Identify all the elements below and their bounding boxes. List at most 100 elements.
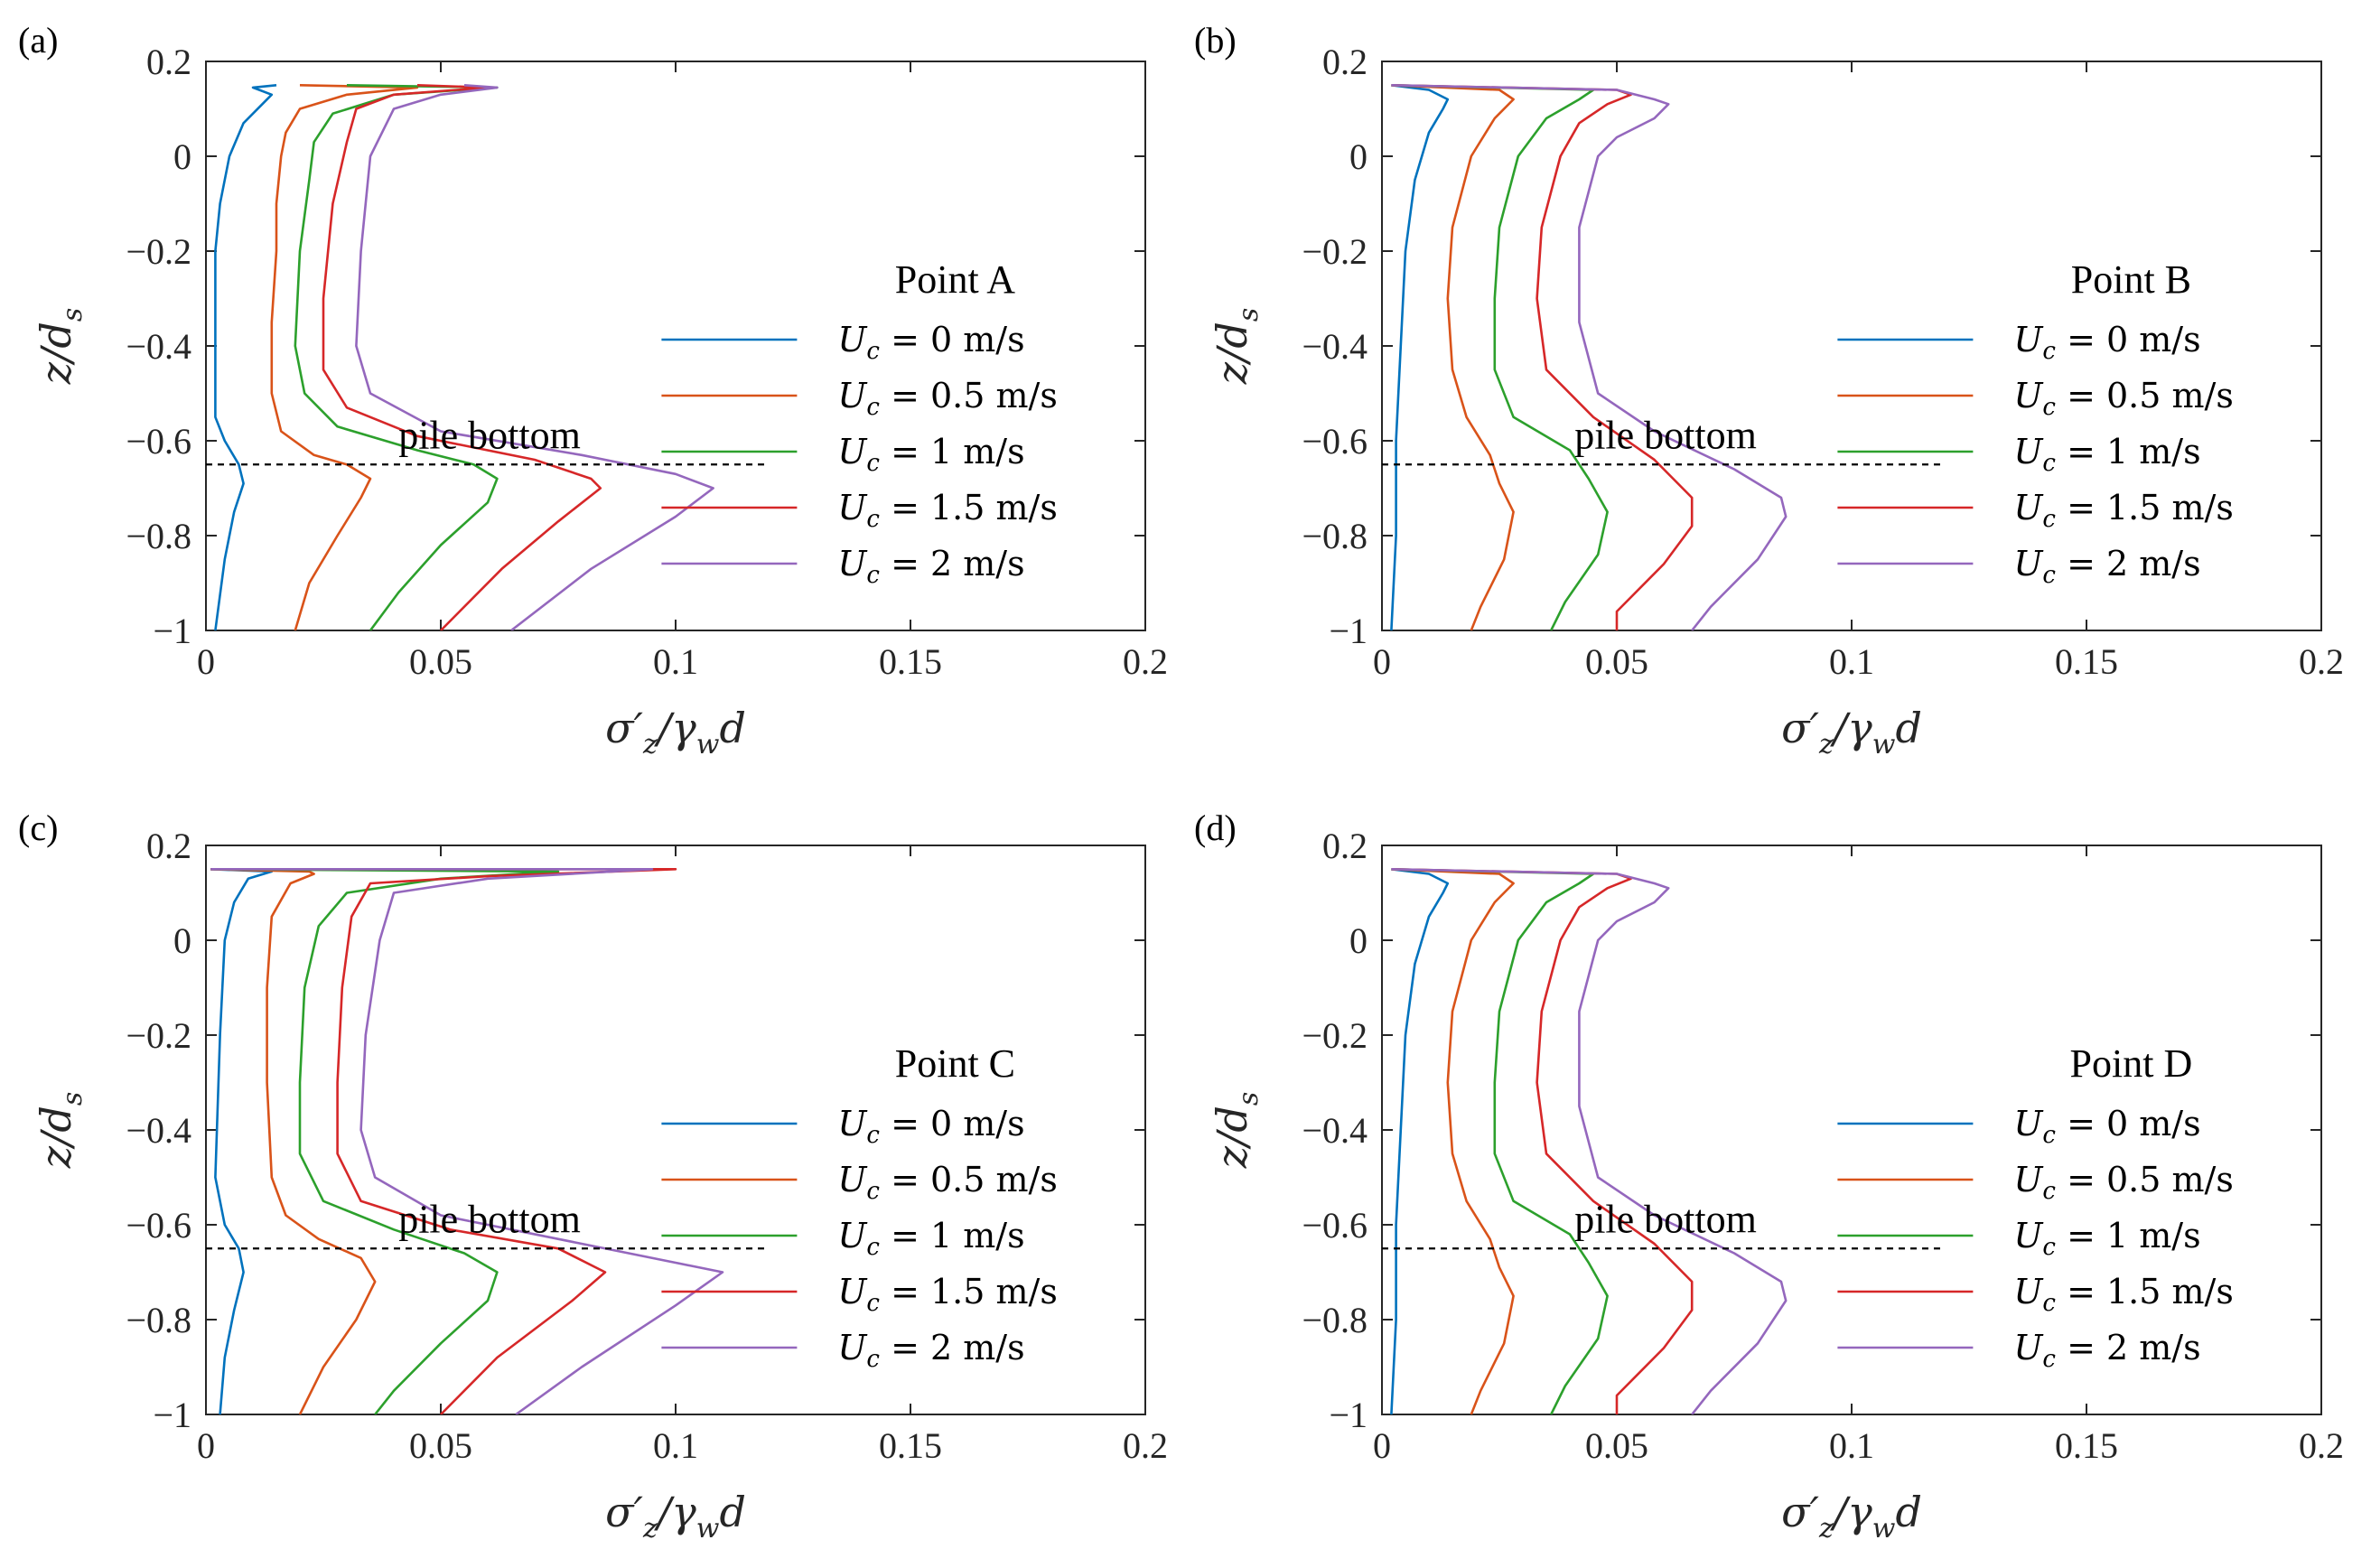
legend-entry-2: Uc = 1 m/s (837, 432, 1024, 477)
legend: Point A Uc = 0 m/s Uc = 0.5 m/s Uc = 1 m/s U… (661, 257, 1058, 589)
y-tick-label: −0.6 (1302, 421, 1368, 462)
legend-entry-2: Uc = 1 m/s (2013, 432, 2200, 477)
series-line-uc-0 (214, 84, 277, 630)
legend-entry-4: Uc = 2 m/s (2013, 544, 2200, 589)
series-line-uc-1 (210, 868, 377, 1414)
y-tick-label: −0.4 (126, 1110, 191, 1151)
x-tick-label: 0 (197, 1425, 215, 1466)
x-tick-label: 0.1 (653, 1425, 698, 1466)
x-tick-label: 0.05 (409, 1425, 472, 1466)
y-tick-label: −0.4 (126, 326, 191, 367)
y-tick-label: −0.4 (1302, 1110, 1368, 1151)
y-tick-label: −0.8 (1302, 516, 1368, 556)
y-tick-label: −0.2 (126, 1015, 191, 1056)
legend-title: Point D (2070, 1041, 2193, 1086)
legend-title: Point A (895, 257, 1015, 302)
legend-entry-3: Uc = 1.5 m/s (2013, 488, 2233, 533)
series-line-uc-0 (1390, 868, 1450, 1414)
x-tick-label: 0 (1373, 1425, 1391, 1466)
subplot-label: (d) (1194, 807, 1237, 848)
panel-d: 0 0.05 0.1 0.15 0.2 −1 −0.8 −0.6 −0.4 −0.2 0 0.2 σ′z… (1194, 807, 2344, 1545)
y-tick-label: 0 (1349, 136, 1368, 177)
pile-bottom-label: pile bottom (1574, 413, 1757, 457)
legend: Point C Uc = 0 m/s Uc = 0.5 m/s Uc = 1 m/s U… (661, 1041, 1058, 1373)
x-axis-label: σ′z/γwd (605, 704, 746, 761)
legend-entry-3: Uc = 1.5 m/s (2013, 1272, 2233, 1317)
y-axis-label: z/ds (1208, 1092, 1265, 1170)
legend: Point D Uc = 0 m/s Uc = 0.5 m/s Uc = 1 m/s U… (1837, 1041, 2234, 1373)
subplot-label: (b) (1194, 20, 1237, 61)
x-axis-label: σ′z/γwd (1781, 1488, 1922, 1545)
y-tick-label: −0.8 (126, 516, 191, 556)
panel-a: 0 0.05 0.1 0.15 0.2 −1 −0.8 −0.6 −0.4 −0.2 0 0.2 σ′z… (18, 20, 1168, 761)
x-tick-label: 0.05 (1585, 641, 1648, 682)
x-tick-label: 0.2 (2299, 1425, 2344, 1466)
y-tick-label: 0 (173, 920, 191, 961)
x-tick-label: 0.2 (1123, 1425, 1168, 1466)
x-tick-label: 0.2 (2299, 641, 2344, 682)
x-tick-label: 0 (1373, 641, 1391, 682)
legend-entry-2: Uc = 1 m/s (2013, 1216, 2200, 1261)
x-tick-label: 0.15 (2055, 641, 2118, 682)
y-tick-label: −0.4 (1302, 326, 1368, 367)
x-tick-label: 0 (197, 641, 215, 682)
y-tick-label: −0.8 (126, 1300, 191, 1340)
legend-entry-0: Uc = 0 m/s (837, 320, 1024, 365)
y-tick-label: −0.6 (126, 421, 191, 462)
legend-title: Point C (895, 1041, 1015, 1086)
series-line-uc-2 (1391, 84, 1609, 630)
y-axis-label: z/ds (32, 308, 89, 386)
y-tick-label: 0.2 (146, 826, 191, 866)
x-tick-label: 0.05 (409, 641, 472, 682)
legend-entry-0: Uc = 0 m/s (2013, 1104, 2200, 1149)
x-tick-label: 0.05 (1585, 1425, 1648, 1466)
series-line-uc-1 (270, 84, 419, 630)
legend-entry-1: Uc = 0.5 m/s (837, 376, 1057, 421)
series-line-uc-0 (210, 868, 274, 1414)
series-line-uc-3 (210, 868, 677, 1414)
legend-entry-0: Uc = 0 m/s (2013, 320, 2200, 365)
series-group (214, 84, 714, 630)
y-tick-label: 0.2 (1322, 42, 1368, 82)
x-tick-label: 0.15 (2055, 1425, 2118, 1466)
pile-bottom-label: pile bottom (398, 1197, 581, 1241)
legend: Point B Uc = 0 m/s Uc = 0.5 m/s Uc = 1 m/s U… (1837, 257, 2234, 589)
y-tick-label: 0 (173, 136, 191, 177)
series-line-uc-4 (355, 84, 714, 630)
x-tick-label: 0.1 (1829, 1425, 1874, 1466)
series-line-uc-0 (1390, 84, 1450, 630)
pile-bottom-label: pile bottom (1574, 1197, 1757, 1241)
series-group (210, 868, 724, 1414)
legend-entry-1: Uc = 0.5 m/s (2013, 376, 2233, 421)
subplot-label: (c) (18, 807, 58, 848)
series-line-uc-3 (1391, 84, 1694, 630)
y-axis-label: z/ds (32, 1092, 89, 1170)
series-line-uc-2 (1391, 868, 1609, 1414)
series-line-uc-2 (210, 868, 560, 1414)
x-axis-label: σ′z/γwd (1781, 704, 1922, 761)
y-tick-label: −0.6 (1302, 1205, 1368, 1246)
y-axis-label: z/ds (1208, 308, 1265, 386)
series-group (1390, 868, 1788, 1414)
series-line-uc-2 (294, 84, 499, 630)
panel-c: 0 0.05 0.1 0.15 0.2 −1 −0.8 −0.6 −0.4 −0.2 0 0.2 σ′z… (18, 807, 1168, 1545)
y-tick-label: 0.2 (146, 42, 191, 82)
legend-entry-1: Uc = 0.5 m/s (2013, 1160, 2233, 1205)
y-tick-label: −0.2 (126, 231, 191, 272)
pile-bottom-label: pile bottom (398, 413, 581, 457)
y-tick-label: −0.2 (1302, 1015, 1368, 1056)
legend-title: Point B (2071, 257, 2191, 302)
y-tick-label: −0.6 (126, 1205, 191, 1246)
legend-entry-2: Uc = 1 m/s (837, 1216, 1024, 1261)
y-tick-label: −1 (1329, 1395, 1368, 1435)
legend-entry-3: Uc = 1.5 m/s (837, 488, 1057, 533)
x-tick-label: 0.1 (1829, 641, 1874, 682)
x-tick-label: 0.2 (1123, 641, 1168, 682)
series-line-uc-4 (1391, 84, 1788, 630)
legend-entry-4: Uc = 2 m/s (2013, 1328, 2200, 1373)
x-tick-label: 0.1 (653, 641, 698, 682)
legend-entry-0: Uc = 0 m/s (837, 1104, 1024, 1149)
series-line-uc-3 (322, 84, 602, 630)
y-tick-label: 0 (1349, 920, 1368, 961)
